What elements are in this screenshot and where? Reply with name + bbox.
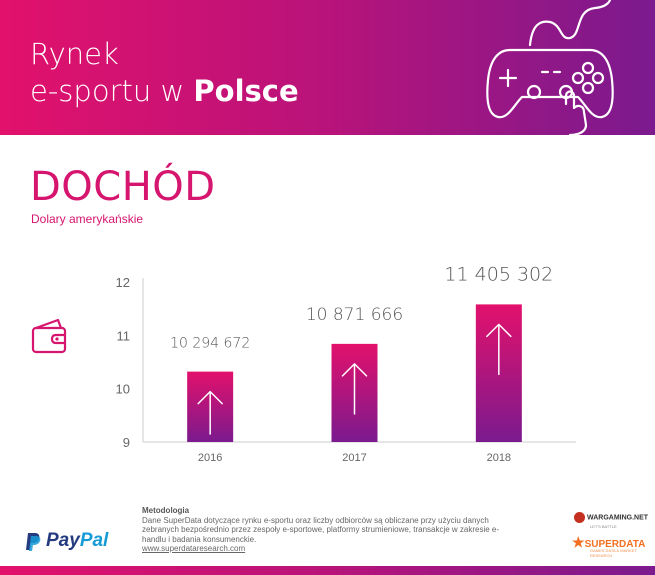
wargaming-logo: WARGAMING.NET <box>574 512 648 523</box>
section-subtitle: Dolary amerykańskie <box>31 212 144 226</box>
methodology-text: Dane SuperData dotyczące rynku e-sportu … <box>142 515 500 544</box>
arrow-up-icon <box>341 363 368 415</box>
section-title: DOCHÓD <box>30 164 216 210</box>
page-title: Rynek e-sportu w Polsce <box>30 36 299 110</box>
x-tick-label: 2018 <box>487 452 511 464</box>
y-tick-label: 12 <box>116 275 130 290</box>
data-label: 10 871 666 <box>306 305 403 325</box>
y-tick-label: 10 <box>116 382 130 397</box>
x-tick-label: 2017 <box>342 452 366 464</box>
methodology-heading: Metodologia <box>142 506 190 515</box>
arrow-up-icon <box>197 390 223 435</box>
revenue-chart: 9 10 11 12 2016 10 294 672 2017 10 871 666 2018… <box>116 263 576 464</box>
paypal-logo-icon <box>26 533 41 551</box>
title-line-2-prefix: e-sportu w <box>30 74 194 108</box>
star-icon: ★ <box>572 534 585 550</box>
wargaming-globe-icon <box>574 512 585 523</box>
superdata-tagline: GAMES DATA & MARKET RESEARCH <box>590 548 637 558</box>
arrow-up-icon <box>486 323 512 376</box>
data-label: 10 294 672 <box>170 336 250 352</box>
wargaming-tagline: LET'S BATTLE <box>590 524 617 529</box>
y-tick-label: 11 <box>117 328 131 343</box>
footer-bar <box>0 566 655 575</box>
methodology-note: Metodologia Dane SuperData dotyczące ryn… <box>142 506 522 554</box>
title-line-1: Rynek <box>30 37 119 71</box>
header-banner: Rynek e-sportu w Polsce <box>0 0 655 135</box>
methodology-link[interactable]: www.superdataresearch.com <box>142 544 246 553</box>
superdata-logo: ★SUPERDATA <box>572 534 646 550</box>
x-tick-label: 2016 <box>198 452 222 464</box>
data-label: 11 405 302 <box>444 263 553 285</box>
paypal-logo: PayPal <box>46 530 109 551</box>
title-line-2-bold: Polsce <box>193 74 299 108</box>
gamepad-icon <box>486 0 614 135</box>
wallet-icon <box>31 318 67 354</box>
y-tick-label: 9 <box>123 435 130 450</box>
